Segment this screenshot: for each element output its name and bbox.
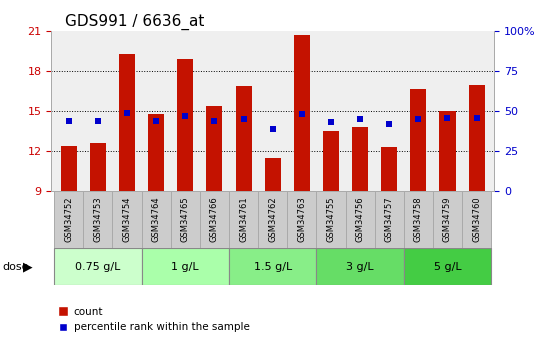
Text: GSM34763: GSM34763 — [298, 196, 306, 242]
Bar — [346, 191, 375, 248]
Bar — [265, 158, 281, 191]
Bar — [404, 248, 491, 285]
Bar — [141, 191, 171, 248]
Bar — [61, 146, 77, 191]
Bar — [90, 144, 106, 191]
Text: GSM34753: GSM34753 — [93, 196, 103, 241]
Text: GSM34757: GSM34757 — [384, 196, 394, 241]
Bar — [316, 191, 346, 248]
Bar — [148, 114, 164, 191]
Bar — [316, 248, 404, 285]
Bar — [381, 147, 397, 191]
Bar — [469, 85, 484, 191]
Text: 1.5 g/L: 1.5 g/L — [254, 262, 292, 272]
Bar — [83, 191, 112, 248]
Text: GDS991 / 6636_at: GDS991 / 6636_at — [65, 13, 204, 30]
Legend: count, percentile rank within the sample: count, percentile rank within the sample — [54, 303, 254, 336]
Bar — [462, 191, 491, 248]
Bar — [440, 111, 456, 191]
Text: dose: dose — [2, 262, 29, 272]
Bar — [112, 191, 141, 248]
Bar — [294, 35, 310, 191]
Bar — [375, 191, 404, 248]
Text: GSM34765: GSM34765 — [181, 196, 190, 241]
Bar — [410, 89, 427, 191]
Bar — [206, 106, 222, 191]
Bar — [323, 131, 339, 191]
Bar — [258, 191, 287, 248]
Text: GSM34759: GSM34759 — [443, 196, 452, 241]
Text: 0.75 g/L: 0.75 g/L — [75, 262, 120, 272]
Bar — [229, 191, 258, 248]
Text: 5 g/L: 5 g/L — [434, 262, 461, 272]
Text: 1 g/L: 1 g/L — [172, 262, 199, 272]
Text: GSM34766: GSM34766 — [210, 196, 219, 242]
Bar — [200, 191, 229, 248]
Bar — [171, 191, 200, 248]
Bar — [54, 191, 83, 248]
Bar — [177, 59, 193, 191]
Bar — [352, 127, 368, 191]
Text: GSM34758: GSM34758 — [414, 196, 423, 241]
Bar — [119, 54, 135, 191]
Text: 3 g/L: 3 g/L — [346, 262, 374, 272]
Text: GSM34752: GSM34752 — [64, 196, 73, 241]
Bar — [287, 191, 316, 248]
Bar — [229, 248, 316, 285]
Text: GSM34760: GSM34760 — [472, 196, 481, 241]
Text: GSM34762: GSM34762 — [268, 196, 277, 241]
Bar — [141, 248, 229, 285]
Text: GSM34764: GSM34764 — [152, 196, 161, 241]
Bar — [235, 86, 252, 191]
Bar — [433, 191, 462, 248]
Text: GSM34755: GSM34755 — [327, 196, 335, 241]
Text: GSM34754: GSM34754 — [123, 196, 132, 241]
Text: GSM34761: GSM34761 — [239, 196, 248, 241]
Text: ▶: ▶ — [23, 260, 33, 273]
Bar — [54, 248, 141, 285]
Text: GSM34756: GSM34756 — [356, 196, 364, 241]
Bar — [404, 191, 433, 248]
